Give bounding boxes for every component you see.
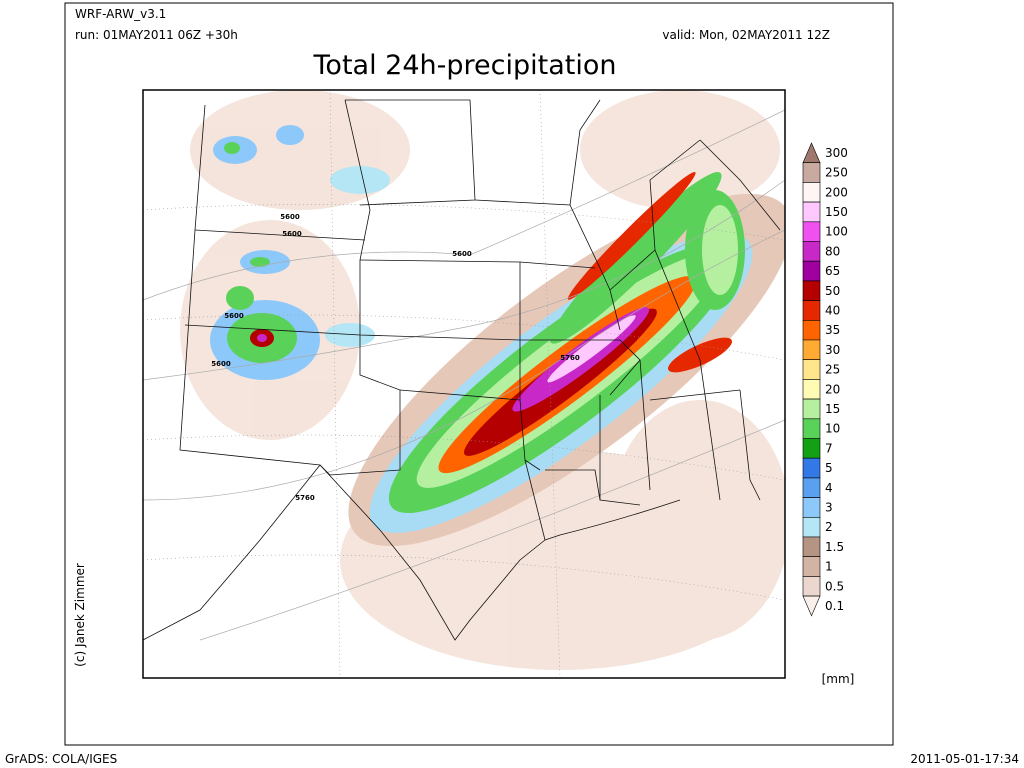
legend-label: 15 <box>825 402 840 416</box>
legend-label: 1 <box>825 560 833 574</box>
legend-swatch <box>802 595 821 617</box>
map-border <box>142 89 786 679</box>
legend-swatch <box>802 379 821 400</box>
legend-label: 100 <box>825 225 848 239</box>
timestamp: 2011-05-01-17:34 <box>910 752 1019 766</box>
unit-label: [mm] <box>822 672 855 686</box>
legend-label: 3 <box>825 500 833 514</box>
model-label: WRF-ARW_v3.1 <box>75 7 166 21</box>
legend-swatch <box>802 221 821 242</box>
legend-label: 150 <box>825 205 848 219</box>
legend-label: 7 <box>825 441 833 455</box>
legend-label: 250 <box>825 166 848 180</box>
legend-label: 65 <box>825 264 840 278</box>
legend-swatch <box>802 359 821 380</box>
legend-label: 300 <box>825 146 848 160</box>
contour-labels: 5600 5600 5600 5600 5600 5760 5760 <box>211 213 580 502</box>
legend-swatch <box>802 576 821 597</box>
legend-label: 0.5 <box>825 579 844 593</box>
legend-swatch <box>802 162 821 183</box>
run-label: run: 01MAY2011 06Z +30h <box>75 28 238 42</box>
legend-swatch <box>802 182 821 203</box>
legend-swatch <box>802 517 821 538</box>
legend-label: 40 <box>825 303 840 317</box>
legend-label: 25 <box>825 363 840 377</box>
legend-label: 0.1 <box>825 599 844 613</box>
legend-swatch <box>802 398 821 420</box>
map-title: Total 24h-precipitation <box>313 50 617 81</box>
legend-swatch <box>802 536 821 557</box>
contour-label: 5600 <box>280 213 300 221</box>
map: 5600 5600 5600 5600 5600 5760 5760 <box>143 90 785 678</box>
legend-label: 1.5 <box>825 540 844 554</box>
contour-label: 5600 <box>282 230 302 238</box>
legend-label: 20 <box>825 382 840 396</box>
legend-label: 10 <box>825 422 840 436</box>
legend-swatch <box>802 300 821 321</box>
legend-swatch <box>802 241 821 262</box>
legend-swatch <box>802 497 821 518</box>
software-label: GrADS: COLA/IGES <box>5 752 117 766</box>
valid-label: valid: Mon, 02MAY2011 12Z <box>662 28 830 42</box>
legend-swatch <box>802 556 821 577</box>
legend-swatch <box>802 201 821 223</box>
credit: (c) Janek Zimmer <box>73 563 87 667</box>
contour-label: 5600 <box>211 360 231 368</box>
legend-swatch <box>802 339 821 360</box>
legend-swatch <box>802 457 821 479</box>
contour-label: 5600 <box>452 250 472 258</box>
legend-label: 2 <box>825 520 833 534</box>
legend-label: 200 <box>825 185 848 199</box>
legend-label: 80 <box>825 244 840 258</box>
legend-label: 5 <box>825 461 833 475</box>
legend-label: 4 <box>825 481 833 495</box>
legend-swatch <box>802 418 821 439</box>
legend-label: 35 <box>825 323 840 337</box>
legend-label: 30 <box>825 343 840 357</box>
legend-swatch <box>802 320 821 341</box>
legend-swatch <box>802 438 821 459</box>
colorbar: 300 250 200 150 100 80 65 50 40 35 30 25 20 15 10 7 5 4 3 2… <box>802 142 848 617</box>
legend-swatch <box>802 260 821 282</box>
contour-label: 5760 <box>295 494 315 502</box>
contour-label: 5600 <box>224 312 244 320</box>
legend-swatch <box>802 477 821 498</box>
legend-swatch <box>802 280 821 301</box>
legend-label: 50 <box>825 284 840 298</box>
contour-label: 5760 <box>560 354 580 362</box>
